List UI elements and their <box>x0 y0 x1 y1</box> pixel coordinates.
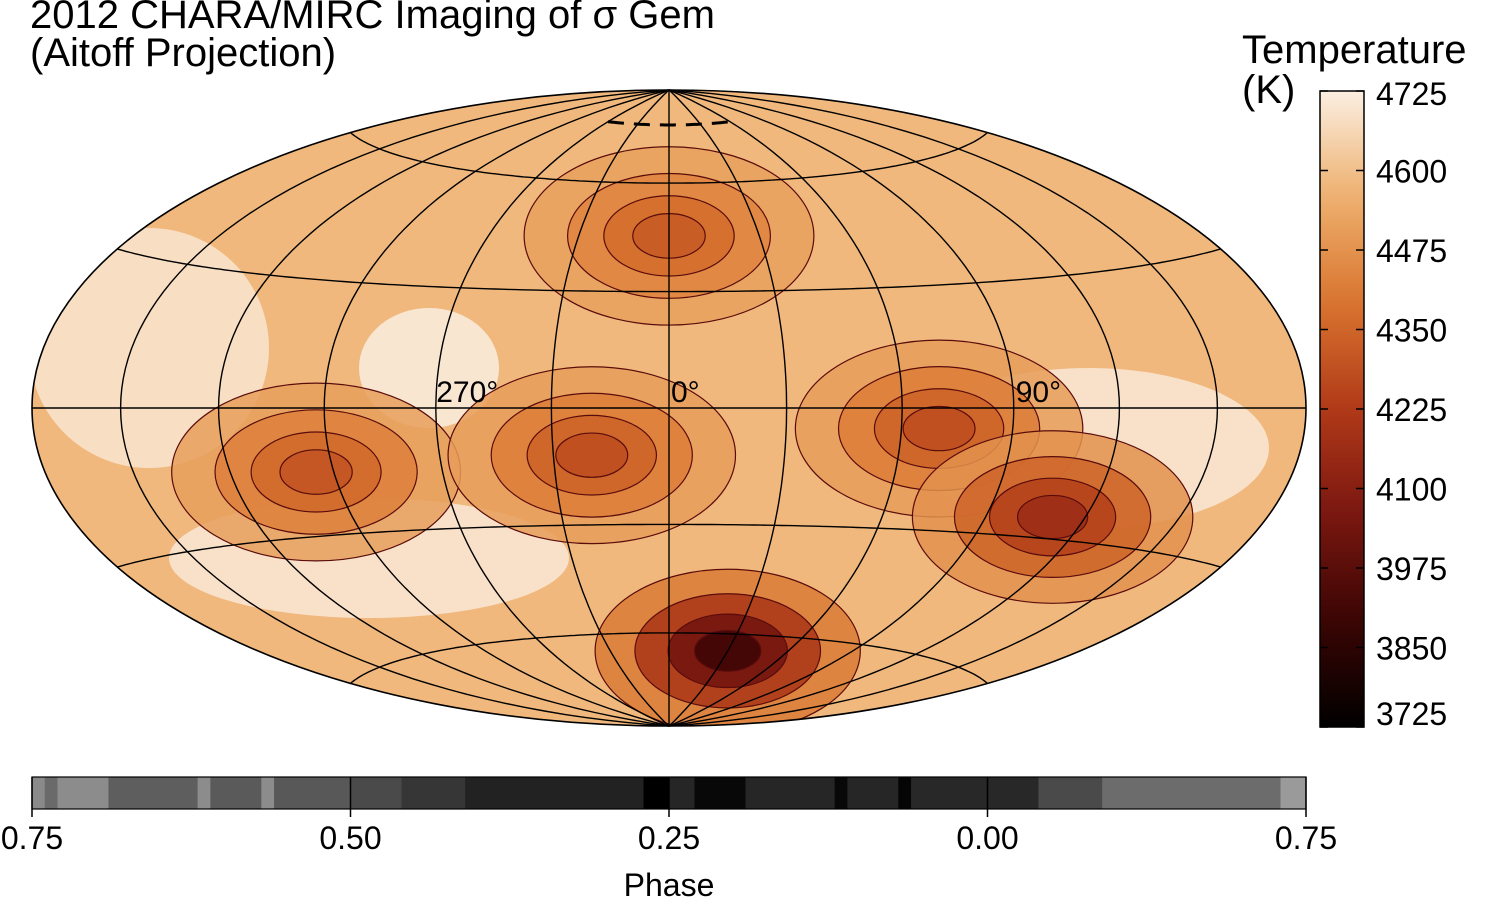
colorbar-tick-label: 3850 <box>1376 631 1447 667</box>
colorbar-tick-label: 4225 <box>1376 392 1447 428</box>
colorbar-title-line-2: (K) <box>1242 68 1296 112</box>
colorbar-title: Temperature (K) <box>1242 30 1467 110</box>
temperature-map <box>32 90 1306 726</box>
colorbar: 4725 4600 4475 4350 4225 4100 3975 3850 3725 <box>1319 76 1447 732</box>
phase-coverage-segment <box>261 777 275 809</box>
contour-line <box>1016 494 1089 540</box>
phase-coverage-segment <box>1102 777 1282 809</box>
contour-line <box>526 414 658 496</box>
contour-line <box>693 629 762 672</box>
phase-tick-label: 0.50 <box>319 820 381 856</box>
chart-title-line-2: (Aitoff Projection) <box>30 31 337 75</box>
colorbar-tick-label: 4725 <box>1376 76 1447 112</box>
contour-line <box>911 430 1194 604</box>
phase-coverage-segment <box>1038 777 1103 809</box>
phase-coverage-segment <box>1280 777 1307 809</box>
colorbar-tick-label: 3725 <box>1376 696 1447 732</box>
colorbar-tick-label: 3975 <box>1376 551 1447 587</box>
contour-line <box>250 431 382 513</box>
phase-coverage-segment <box>911 777 1039 809</box>
chart-title-line-1: 2012 CHARA/MIRC Imaging of σ Gem <box>30 0 715 37</box>
visibility-boundary <box>607 120 731 127</box>
starspot <box>447 366 737 545</box>
colorbar-title-line-1: Temperature <box>1242 28 1467 72</box>
phase-coverage-segment <box>834 777 848 809</box>
parallel <box>350 132 988 184</box>
chart-title: 2012 CHARA/MIRC Imaging of σ Gem (Aitoff… <box>30 0 715 75</box>
phase-coverage-segment <box>210 777 262 809</box>
spot-level <box>1017 495 1088 539</box>
spot-level <box>555 433 628 478</box>
phase-coverage-segment <box>274 777 351 809</box>
contour-line <box>447 366 737 545</box>
phase-coverage-segment <box>847 777 899 809</box>
phase-tick-label: 0.75 <box>1275 820 1337 856</box>
phase-coverage-segment <box>898 777 912 809</box>
contour-line <box>953 456 1152 579</box>
longitude-label: 0° <box>671 376 700 409</box>
starspot <box>171 382 462 562</box>
phase-coverage-segment <box>669 777 695 809</box>
graticule <box>32 89 1306 727</box>
contour-line <box>279 449 353 495</box>
contour-line <box>594 568 861 726</box>
phase-coverage-segment <box>694 777 746 809</box>
contour-line <box>490 392 693 518</box>
aitoff-map: 270° 0° 90° <box>31 89 1307 727</box>
phase-coverage-segment <box>44 777 58 809</box>
contour-line <box>214 409 418 535</box>
map-outline <box>31 89 1307 727</box>
phase-tick-label: 0.75 <box>1 820 63 856</box>
spot-level <box>280 449 353 495</box>
phase-bar: 0.75 0.50 0.25 0.00 0.75 Phase <box>1 776 1337 903</box>
phase-coverage-segment <box>745 777 836 809</box>
longitude-label: 90° <box>1016 376 1061 409</box>
phase-coverage-segment <box>401 777 466 809</box>
phase-tick-label: 0.00 <box>956 820 1018 856</box>
phase-axis-label: Phase <box>624 867 715 903</box>
spot-level <box>903 406 976 451</box>
colorbar-tick-label: 4600 <box>1376 154 1447 190</box>
parallel <box>117 248 1221 293</box>
contour-line <box>555 432 629 478</box>
phase-coverage-segment <box>465 777 645 809</box>
colorbar-tick-label: 4350 <box>1376 313 1447 349</box>
phase-coverage-segment <box>350 777 402 809</box>
colorbar-tick-label: 4475 <box>1376 233 1447 269</box>
colorbar-tick-label: 4100 <box>1376 472 1447 508</box>
phase-coverage-segment <box>197 777 211 809</box>
phase-coverage-segment <box>57 777 109 809</box>
contour-line <box>988 477 1117 557</box>
phase-tick-label: 0.25 <box>638 820 700 856</box>
parallel <box>350 632 988 684</box>
longitude-label: 270° <box>436 376 498 409</box>
contour-line <box>634 593 822 709</box>
phase-coverage-segment <box>643 777 670 809</box>
phase-coverage-segment <box>108 777 199 809</box>
contour-line <box>902 405 976 452</box>
parallel <box>117 523 1221 568</box>
starspot <box>911 430 1194 604</box>
phase-coverage-segment <box>32 777 46 809</box>
